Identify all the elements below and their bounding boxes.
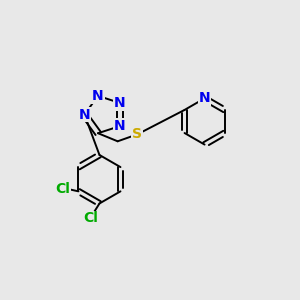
Text: N: N — [92, 89, 104, 103]
Text: N: N — [199, 92, 210, 105]
Text: Cl: Cl — [55, 182, 70, 196]
Text: S: S — [132, 128, 142, 141]
Text: N: N — [114, 96, 126, 110]
Text: N: N — [114, 119, 126, 133]
Text: N: N — [79, 107, 90, 122]
Text: Cl: Cl — [83, 212, 98, 226]
